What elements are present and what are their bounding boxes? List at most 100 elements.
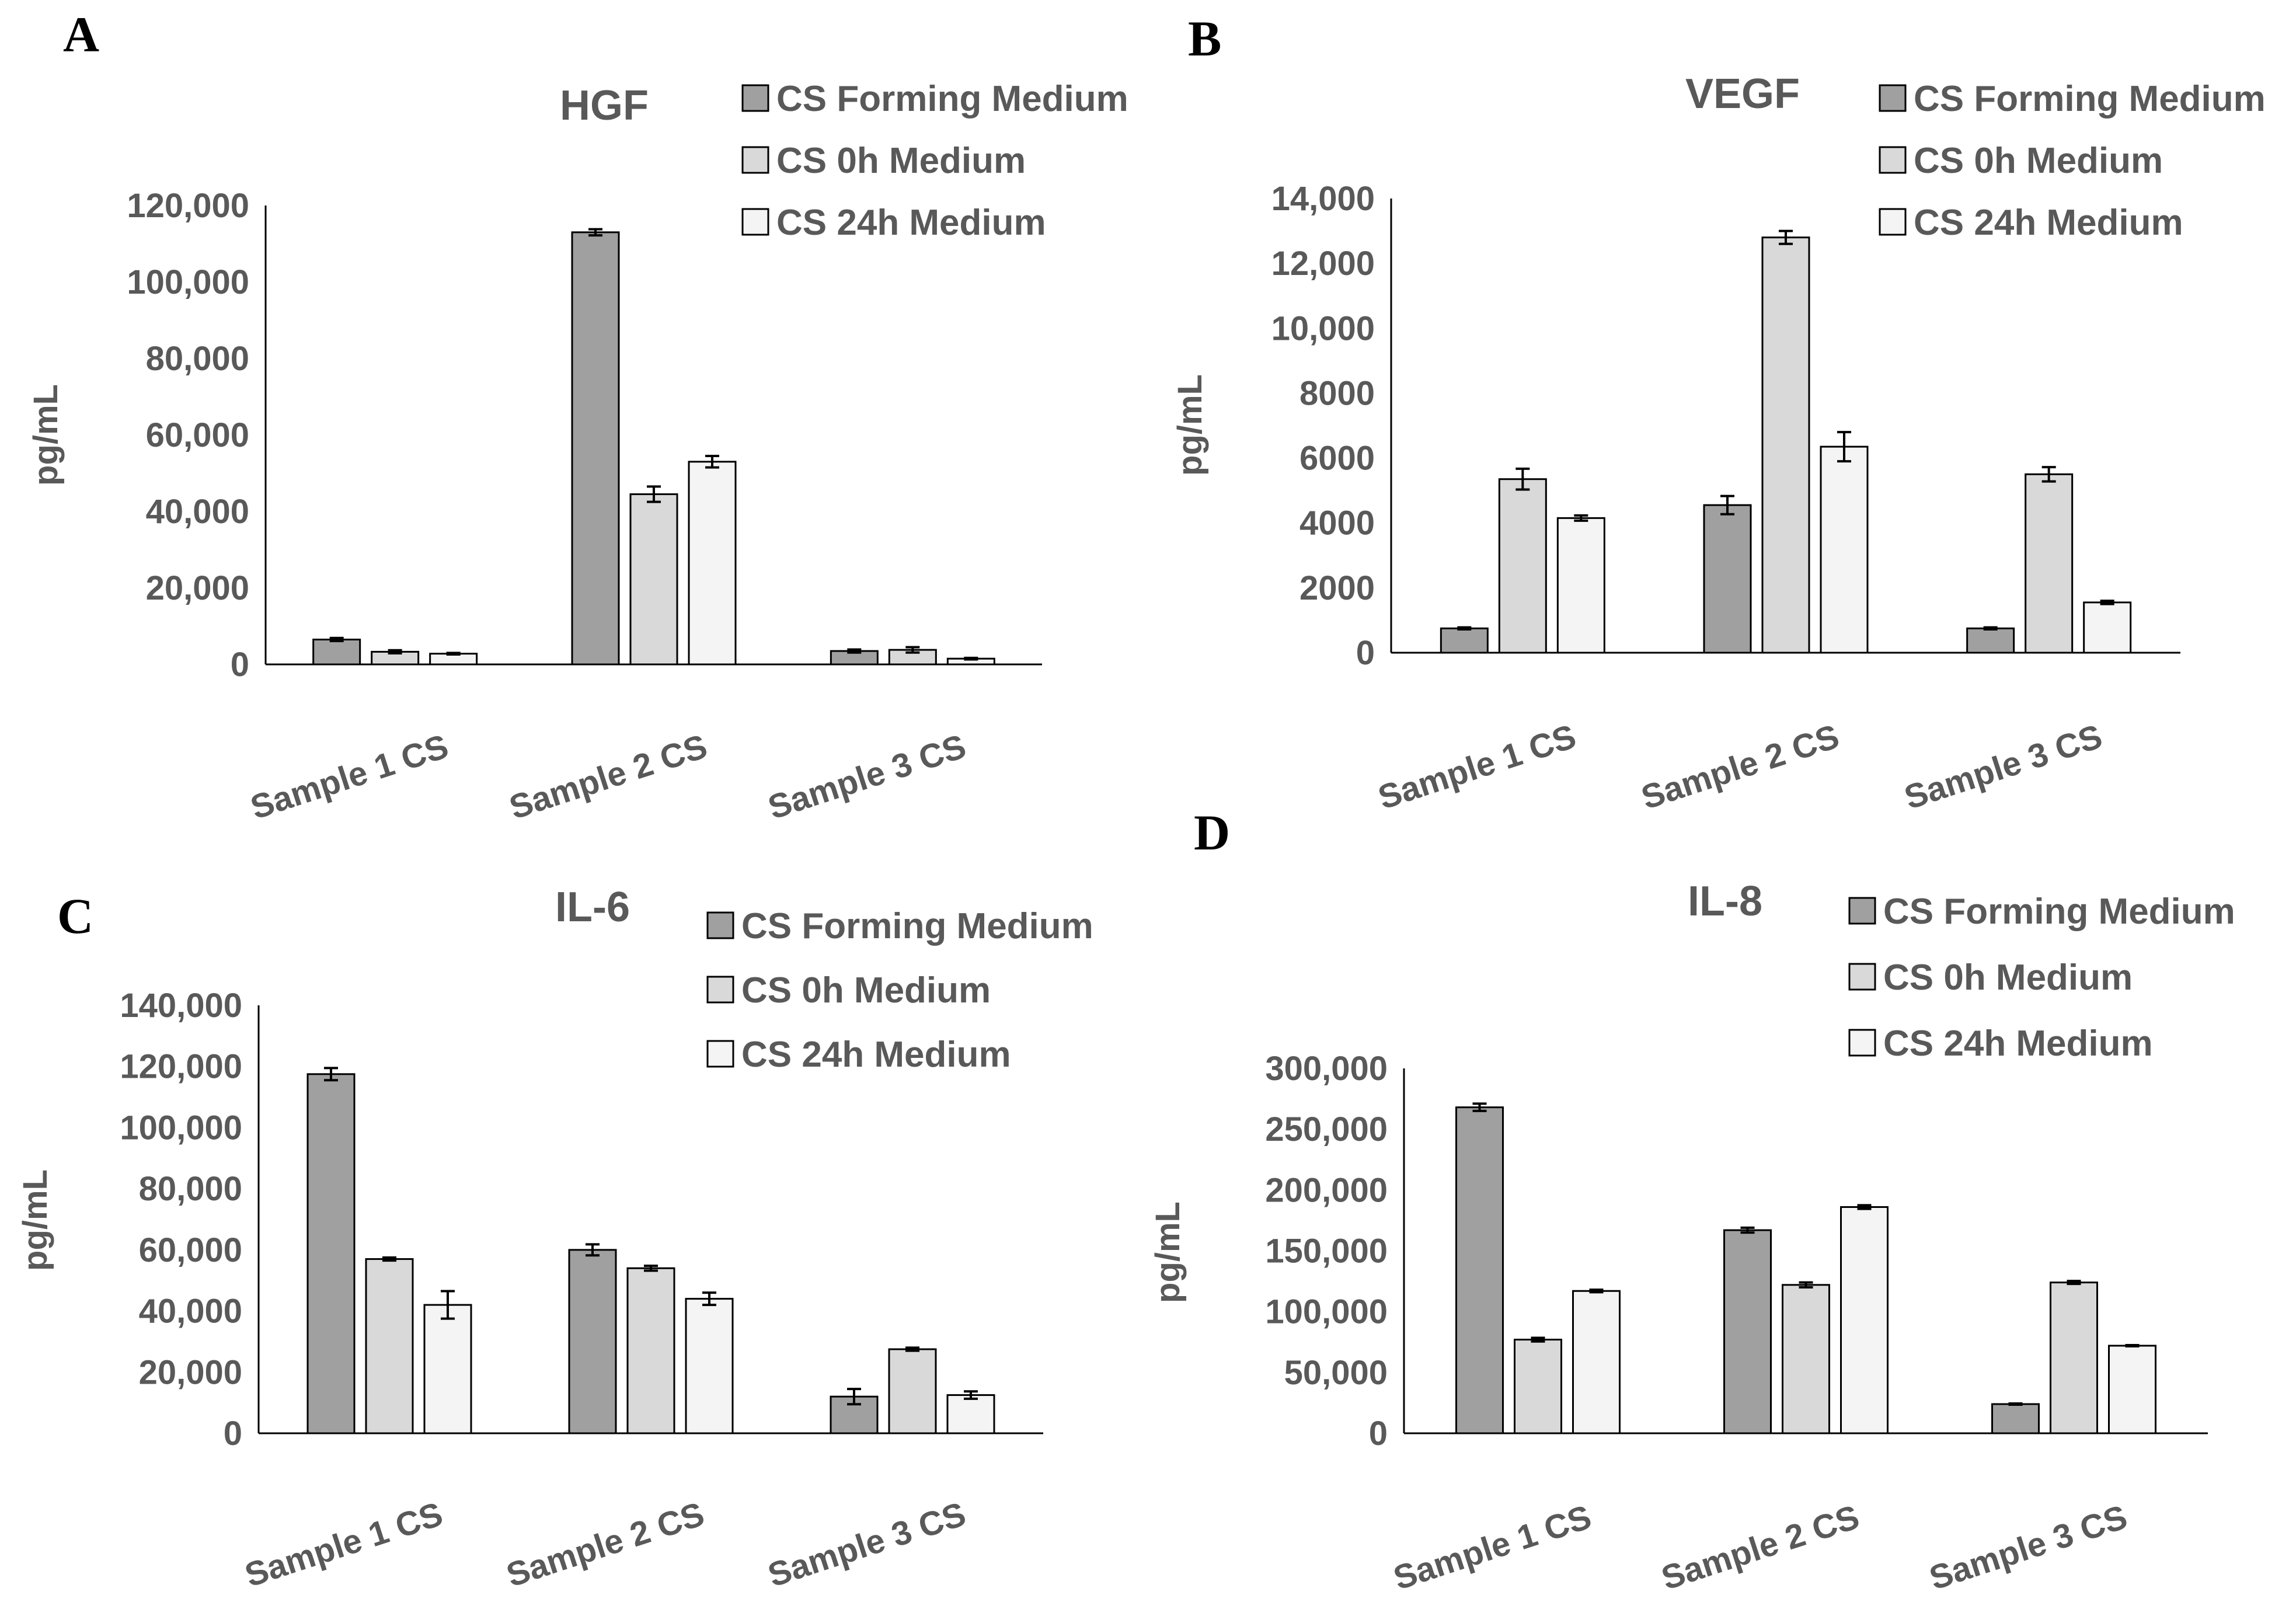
legend-label: CS 24h Medium — [776, 203, 1046, 243]
y-tick-label: 40,000 — [139, 1293, 242, 1331]
error-bar — [1740, 1226, 1755, 1234]
legend-label: CS 24h Medium — [1883, 1023, 2153, 1064]
y-tick-label: 150,000 — [1265, 1232, 1388, 1270]
error-bar — [388, 649, 402, 655]
error-bar — [1720, 494, 1734, 516]
y-tick-label: 100,000 — [120, 1109, 242, 1147]
error-bar — [1837, 431, 1851, 463]
legend-label: CS 0h Medium — [741, 970, 991, 1011]
y-tick-label: 2000 — [1299, 569, 1375, 607]
x-category-label: Sample 2 CS — [502, 1495, 709, 1594]
legend-swatch — [1879, 84, 1907, 112]
legend-item: CS 24h Medium — [706, 1035, 1011, 1075]
error-bar — [905, 646, 920, 654]
x-category-label: Sample 3 CS — [1900, 718, 2106, 817]
x-category-label: Sample 3 CS — [764, 1495, 970, 1594]
error-bar — [1472, 1102, 1487, 1112]
bar-cs-0h-medium-3 — [2050, 1281, 2098, 1434]
bar-cs-24h-medium-1 — [423, 1304, 472, 1434]
error-bar — [847, 648, 862, 654]
legend-swatch — [1879, 146, 1907, 174]
bar-cs-24h-medium-3 — [2083, 601, 2132, 654]
bar-cs-24h-medium-3 — [946, 1394, 995, 1434]
bar-cs-24h-medium-2 — [1820, 445, 1869, 654]
bar-cs-0h-medium-1 — [1498, 478, 1547, 654]
bar-cs-forming-medium-3 — [1966, 627, 2015, 654]
error-bar — [705, 455, 719, 469]
panel-letter: A — [63, 6, 99, 62]
legend-swatch — [706, 976, 734, 1004]
legend-item: CS 0h Medium — [1848, 957, 2133, 998]
y-tick-label: 250,000 — [1265, 1110, 1388, 1148]
error-bar — [2100, 600, 2114, 605]
bar-cs-forming-medium-1 — [306, 1073, 356, 1434]
error-bar — [1589, 1288, 1604, 1294]
y-axis-label: pg/mL — [16, 1169, 54, 1271]
bar-cs-0h-medium-2 — [626, 1267, 675, 1434]
error-bar — [1779, 229, 1793, 245]
error-bar — [702, 1291, 716, 1307]
error-bar — [1515, 467, 1530, 491]
legend-swatch — [1879, 208, 1907, 236]
y-axis-label: pg/mL — [1149, 1202, 1187, 1303]
y-tick-label: 140,000 — [120, 987, 242, 1025]
y-tick-label: 4000 — [1299, 504, 1375, 542]
bar-cs-0h-medium-2 — [1782, 1284, 1830, 1434]
error-bar — [446, 652, 461, 656]
error-bar — [2125, 1343, 2140, 1348]
bar-cs-forming-medium-1 — [312, 638, 361, 666]
x-category-label: Sample 2 CS — [1657, 1498, 1863, 1597]
error-bar — [1531, 1336, 1545, 1343]
panel-letter: B — [1188, 11, 1221, 67]
y-tick-label: 50,000 — [1284, 1354, 1388, 1392]
error-bar — [1983, 626, 1998, 631]
chart-title: VEGF — [1685, 71, 1800, 117]
y-tick-label: 0 — [224, 1415, 242, 1453]
legend-swatch — [1848, 1029, 1876, 1057]
bar-cs-24h-medium-3 — [2108, 1345, 2156, 1434]
x-category-label: Sample 1 CS — [1389, 1498, 1595, 1597]
legend-swatch — [741, 84, 769, 112]
legend-item: CS Forming Medium — [1848, 891, 2235, 932]
error-bar — [905, 1346, 919, 1352]
y-tick-label: 100,000 — [1265, 1293, 1388, 1331]
error-bar — [2041, 466, 2056, 483]
legend-swatch — [706, 911, 734, 939]
x-category-label: Sample 2 CS — [505, 727, 712, 827]
y-tick-label: 0 — [1356, 634, 1375, 672]
error-bar — [964, 1390, 978, 1400]
legend-label: CS Forming Medium — [1883, 891, 2235, 932]
legend-item: CS Forming Medium — [1879, 79, 2266, 119]
bar-cs-24h-medium-1 — [1572, 1290, 1621, 1434]
x-category-label: Sample 1 CS — [1374, 718, 1580, 817]
error-bar — [1799, 1281, 1813, 1288]
bar-cs-24h-medium-2 — [688, 461, 737, 666]
y-tick-label: 120,000 — [120, 1048, 242, 1086]
chart-panel-b: B VEGF pg/mL 0 2000 4000 6000 8000 10,000 12,000 1… — [1171, 11, 2266, 817]
error-bar — [324, 1067, 338, 1082]
y-tick-label: 10,000 — [1271, 309, 1375, 347]
bar-cs-24h-medium-2 — [685, 1298, 734, 1434]
legend-label: CS 0h Medium — [1914, 141, 2163, 181]
y-tick-label: 200,000 — [1265, 1171, 1388, 1209]
y-tick-label: 0 — [231, 646, 249, 684]
error-bar — [847, 1388, 861, 1406]
error-bar — [329, 636, 344, 643]
y-tick-label: 20,000 — [146, 569, 249, 607]
legend-label: CS Forming Medium — [1914, 79, 2266, 119]
legend-label: CS 24h Medium — [741, 1035, 1011, 1075]
bar-cs-0h-medium-3 — [888, 1348, 937, 1434]
bar-cs-forming-medium-2 — [1703, 504, 1752, 654]
x-category-label: Sample 1 CS — [246, 727, 452, 827]
error-bar — [1457, 626, 1472, 631]
y-tick-label: 40,000 — [146, 493, 249, 531]
legend-item: CS 24h Medium — [741, 203, 1046, 243]
y-tick-label: 80,000 — [146, 340, 249, 378]
y-tick-label: 12,000 — [1271, 245, 1375, 283]
chart-title: HGF — [560, 82, 649, 129]
x-category-label: Sample 3 CS — [764, 727, 970, 827]
error-bar — [1574, 514, 1588, 522]
bar-cs-24h-medium-1 — [1556, 517, 1605, 654]
x-category-label: Sample 3 CS — [1925, 1498, 2131, 1597]
